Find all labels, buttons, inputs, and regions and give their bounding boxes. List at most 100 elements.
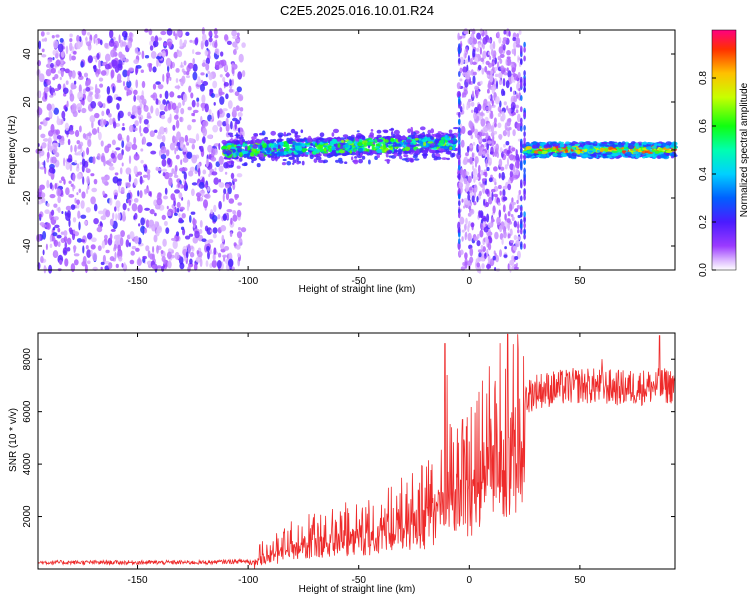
- signal-cell: [525, 141, 530, 145]
- noise-cell: [59, 38, 64, 43]
- noise-cell: [459, 106, 463, 113]
- noise-cell: [186, 151, 193, 160]
- signal-cell: [388, 128, 395, 131]
- noise-cell: [46, 31, 50, 36]
- noise-cell: [485, 60, 490, 66]
- y-tick-label: 40: [22, 48, 33, 60]
- noise-cell: [478, 210, 481, 219]
- noise-cell: [115, 96, 122, 101]
- noise-cell: [117, 133, 123, 141]
- noise-cell: [465, 152, 469, 157]
- noise-cell: [136, 258, 142, 267]
- noise-cell: [477, 249, 483, 253]
- signal-cell: [599, 143, 606, 147]
- noise-cell: [470, 109, 474, 114]
- noise-cell: [202, 136, 206, 144]
- noise-cell: [121, 140, 125, 149]
- noise-cell: [67, 138, 71, 146]
- noise-cell: [178, 217, 183, 223]
- edge-cell: [523, 46, 526, 53]
- noise-cell: [486, 166, 490, 172]
- signal-cell: [242, 150, 249, 154]
- noise-cell: [49, 234, 53, 243]
- noise-cell: [82, 255, 87, 265]
- edge-cell: [523, 154, 526, 161]
- signal-cell: [596, 149, 601, 153]
- noise-cell: [511, 67, 516, 73]
- noise-cell: [114, 251, 117, 260]
- edge-cell: [520, 117, 523, 124]
- noise-cell: [469, 256, 474, 264]
- noise-cell: [73, 80, 77, 85]
- noise-cell: [165, 57, 172, 67]
- noise-cell: [81, 158, 86, 167]
- noise-cell: [481, 43, 484, 48]
- noise-cell: [85, 86, 91, 92]
- noise-cell: [466, 79, 470, 83]
- noise-cell: [100, 266, 103, 270]
- noise-cell: [220, 225, 227, 232]
- edge-cell: [520, 179, 523, 186]
- edge-cell: [458, 111, 461, 118]
- x-tick-label: -100: [238, 575, 258, 586]
- signal-cell: [262, 143, 267, 149]
- signal-cell: [588, 150, 594, 153]
- noise-cell: [128, 124, 134, 133]
- noise-cell: [90, 100, 97, 109]
- noise-cell: [182, 228, 186, 236]
- noise-cell: [497, 112, 502, 118]
- noise-cell: [461, 125, 466, 135]
- signal-cell: [632, 151, 639, 155]
- noise-cell: [226, 209, 233, 213]
- signal-cell: [235, 145, 241, 149]
- noise-cell: [478, 152, 482, 157]
- noise-cell: [100, 140, 104, 147]
- noise-cell: [501, 238, 504, 245]
- noise-cell: [232, 48, 237, 56]
- noise-cell: [207, 186, 210, 192]
- noise-cell: [182, 157, 189, 163]
- signal-cell: [400, 136, 407, 140]
- noise-cell: [238, 238, 243, 247]
- noise-cell: [477, 42, 481, 49]
- noise-cell: [177, 102, 182, 109]
- noise-cell: [81, 239, 86, 243]
- noise-cell: [231, 30, 237, 37]
- noise-cell: [230, 172, 235, 180]
- noise-cell: [176, 29, 182, 37]
- noise-cell: [469, 208, 475, 215]
- signal-cell: [599, 147, 605, 152]
- noise-cell: [189, 258, 193, 265]
- noise-cell: [506, 56, 511, 60]
- noise-cell: [212, 227, 218, 234]
- noise-cell: [494, 231, 499, 240]
- signal-cell: [384, 159, 391, 162]
- noise-cell: [171, 102, 177, 111]
- colorbar-tick-label: 0.8: [698, 71, 709, 85]
- noise-cell: [207, 239, 214, 244]
- noise-cell: [496, 216, 501, 226]
- noise-cell: [117, 244, 121, 252]
- noise-cell: [53, 239, 59, 247]
- noise-cell: [42, 197, 46, 203]
- noise-cell: [459, 78, 463, 82]
- noise-cell: [485, 188, 489, 195]
- noise-cell: [484, 66, 488, 73]
- noise-cell: [161, 214, 166, 221]
- noise-cell: [90, 244, 96, 250]
- noise-cell: [57, 241, 61, 248]
- noise-cell: [53, 203, 58, 208]
- y-tick-label: 2000: [22, 505, 33, 528]
- edge-cell: [523, 55, 526, 62]
- noise-cell: [478, 252, 482, 258]
- noise-cell: [236, 231, 243, 239]
- noise-cell: [210, 157, 217, 162]
- noise-cell: [216, 120, 223, 127]
- noise-cell: [145, 245, 150, 252]
- x-tick-label: -100: [238, 276, 258, 287]
- noise-cell: [82, 88, 86, 95]
- noise-cell: [483, 98, 488, 107]
- noise-cell: [173, 51, 178, 59]
- noise-cell: [191, 154, 198, 164]
- noise-cell: [140, 69, 144, 73]
